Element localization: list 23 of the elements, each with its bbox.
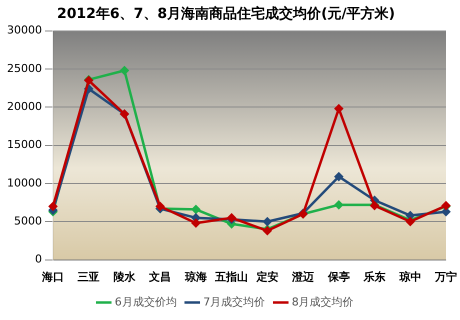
- x-tick-label: 文昌: [148, 270, 172, 284]
- y-tick-label: 30000: [6, 24, 42, 37]
- x-tick-label: 万宁: [434, 270, 457, 284]
- y-tick-label: 5000: [14, 214, 42, 228]
- y-tick-label: 10000: [6, 176, 42, 190]
- legend-label: 7月成交均价: [203, 295, 266, 308]
- x-tick-label: 琼中: [398, 270, 422, 284]
- y-tick-label: 0: [34, 252, 42, 266]
- x-tick-label: 乐东: [362, 270, 386, 284]
- chart-title: 2012年6、7、8月海南商品住宅成交均价(元/平方米): [56, 5, 396, 22]
- x-tick-label: 澄迈: [291, 270, 314, 284]
- legend-label: 8月成交均价: [292, 295, 354, 308]
- legend-label: 6月成交价均: [114, 295, 177, 308]
- x-tick-label: 海口: [40, 270, 64, 284]
- x-tick-label: 保亭: [326, 270, 350, 284]
- y-tick-label: 15000: [6, 138, 42, 152]
- y-tick-label: 25000: [6, 62, 42, 75]
- x-tick-label: 五指山: [214, 270, 248, 284]
- x-tick-label: 三亚: [78, 270, 100, 284]
- x-tick-label: 陵水: [113, 270, 136, 284]
- x-tick-label: 定安: [255, 270, 278, 284]
- x-tick-label: 琼海: [184, 270, 207, 284]
- y-tick-label: 20000: [6, 100, 42, 113]
